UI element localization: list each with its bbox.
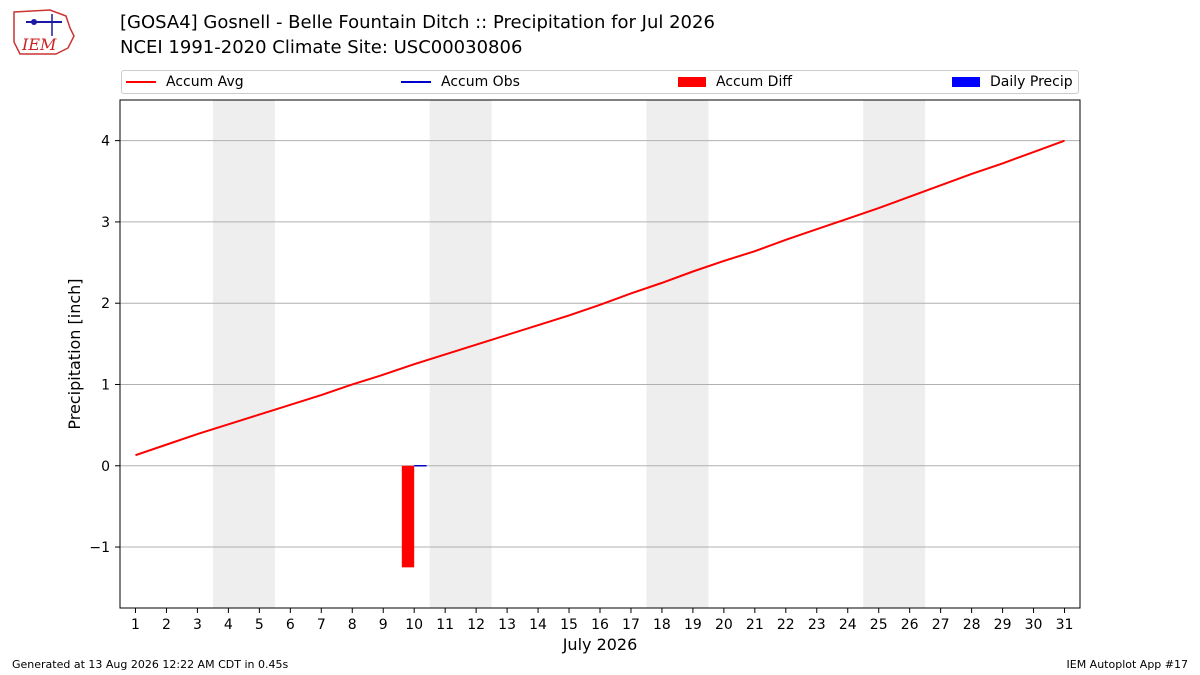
x-tick-label-2: 3 <box>193 617 202 633</box>
x-tick-label-24: 25 <box>870 617 888 633</box>
x-tick-label-3: 4 <box>224 617 233 633</box>
y-tick-label-5: 4 <box>101 134 110 150</box>
x-tick-label-21: 22 <box>777 617 795 633</box>
y-axis-ticks: −1 0 1 2 3 4 <box>89 134 120 556</box>
x-tick-label-10: 11 <box>436 617 454 633</box>
x-tick-label-18: 19 <box>684 617 702 633</box>
x-tick-label-1: 2 <box>162 617 171 633</box>
legend-item-daily-precip: Daily Precip <box>952 71 1073 93</box>
x-tick-label-11: 12 <box>467 617 485 633</box>
legend-label-accum-diff: Accum Diff <box>716 74 793 90</box>
accum-avg-line <box>135 139 1065 457</box>
x-tick-label-26: 27 <box>932 617 950 633</box>
x-tick-label-6: 7 <box>317 617 326 633</box>
x-tick-label-9: 10 <box>405 617 423 633</box>
chart-subtitle: NCEI 1991-2020 Climate Site: USC00030806 <box>120 37 523 58</box>
x-tick-label-16: 17 <box>622 617 640 633</box>
legend-label-daily-precip: Daily Precip <box>990 74 1073 90</box>
y-tick-label-3: 2 <box>101 296 110 312</box>
x-tick-label-29: 30 <box>1025 617 1043 633</box>
accum-diff-bar-0 <box>401 465 415 568</box>
x-tick-label-5: 6 <box>286 617 295 633</box>
x-axis-ticks: 1 2 3 4 5 6 7 8 9 10 11 12 13 14 15 16 17 18 19 20 21 22 23 24 2… <box>131 608 1073 633</box>
logo-text: IEM <box>21 35 57 54</box>
x-tick-label-27: 28 <box>963 617 981 633</box>
x-tick-label-30: 31 <box>1056 617 1074 633</box>
weekend-band-1 <box>429 100 492 608</box>
x-tick-label-22: 23 <box>808 617 826 633</box>
x-tick-label-12: 13 <box>498 617 516 633</box>
y-tick-label-4: 3 <box>101 215 110 231</box>
weekend-band-3 <box>863 100 926 608</box>
y-axis-label: Precipitation [inch] <box>65 278 84 429</box>
y-gridlines <box>120 140 1080 548</box>
x-tick-label-8: 9 <box>379 617 388 633</box>
series-lines <box>135 139 1065 467</box>
x-tick-label-19: 20 <box>715 617 733 633</box>
legend-item-accum-obs: Accum Obs <box>401 71 520 93</box>
footer-generated: Generated at 13 Aug 2026 12:22 AM CDT in… <box>12 658 289 671</box>
x-tick-label-0: 1 <box>131 617 140 633</box>
weekend-bands <box>212 100 926 608</box>
weekend-band-0 <box>212 100 275 608</box>
x-tick-label-13: 14 <box>529 617 547 633</box>
x-tick-label-23: 24 <box>839 617 857 633</box>
weekend-band-2 <box>646 100 709 608</box>
x-tick-label-4: 5 <box>255 617 264 633</box>
x-tick-label-17: 18 <box>653 617 671 633</box>
legend-label-accum-avg: Accum Avg <box>166 74 244 90</box>
footer-app: IEM Autoplot App #17 <box>1066 658 1189 671</box>
legend-swatch-accum-diff <box>678 77 706 87</box>
y-tick-label-0: −1 <box>89 540 110 556</box>
y-tick-label-1: 0 <box>101 459 110 475</box>
legend-item-accum-diff: Accum Diff <box>678 71 792 93</box>
x-tick-label-14: 15 <box>560 617 578 633</box>
x-tick-label-25: 26 <box>901 617 919 633</box>
x-tick-label-7: 8 <box>348 617 357 633</box>
legend-item-accum-avg: Accum Avg <box>126 71 244 93</box>
iem-logo: IEM <box>13 9 75 55</box>
x-tick-label-20: 21 <box>746 617 764 633</box>
chart-legend: Accum Avg Accum Obs Accum Diff Daily Pre… <box>121 70 1079 94</box>
x-tick-label-15: 16 <box>591 617 609 633</box>
legend-swatch-accum-avg <box>126 81 156 83</box>
y-tick-label-2: 1 <box>101 377 110 393</box>
legend-swatch-accum-obs <box>401 81 431 83</box>
x-tick-label-28: 29 <box>994 617 1012 633</box>
x-axis-label: July 2026 <box>562 635 638 654</box>
legend-label-accum-obs: Accum Obs <box>441 74 520 90</box>
diff-bars <box>401 465 415 568</box>
chart-title: [GOSA4] Gosnell - Belle Fountain Ditch :… <box>120 12 715 33</box>
legend-swatch-daily-precip <box>952 77 980 87</box>
